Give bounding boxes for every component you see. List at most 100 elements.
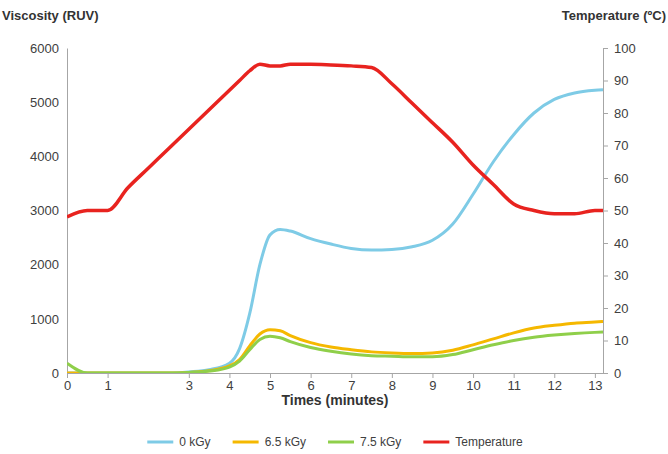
y-axis: 0 1000 2000 3000 4000 5000 6000 [30, 41, 67, 381]
tick-label: 0 [64, 378, 71, 393]
legend-swatch [147, 441, 173, 444]
series-line [67, 322, 603, 373]
x-axis: 01345678910111213 [64, 373, 604, 393]
tick: 5000 [30, 95, 67, 110]
tick: 10 [466, 373, 480, 393]
tick-label: 1 [104, 378, 111, 393]
legend-item: Temperature [423, 435, 523, 449]
tick: 60 [603, 171, 628, 186]
tick-mark [603, 373, 608, 374]
tick-label: 6000 [30, 41, 59, 56]
tick-mark [603, 243, 608, 244]
legend-swatch [328, 441, 354, 444]
tick-label: 4000 [30, 149, 59, 164]
tick-label: 5 [267, 378, 274, 393]
tick: 50 [603, 203, 628, 218]
tick: 20 [603, 301, 628, 316]
y2-axis-title: Temperature (ºC) [562, 8, 666, 23]
tick: 8 [389, 373, 396, 393]
series-line [67, 90, 603, 373]
legend-label: 0 kGy [179, 435, 210, 449]
y2-axis: 0 10 20 30 40 50 60 70 80 90 100 [603, 41, 636, 381]
tick: 7 [348, 373, 355, 393]
tick: 90 [603, 73, 628, 88]
tick-label: 30 [614, 268, 628, 283]
series-line [67, 64, 603, 217]
plot-area [67, 64, 603, 373]
tick-label: 2000 [30, 257, 59, 272]
tick-label: 10 [614, 333, 628, 348]
tick: 10 [603, 333, 628, 348]
tick-label: 6 [308, 378, 315, 393]
tick-mark [603, 178, 608, 179]
legend-item: 6.5 kGy [233, 435, 306, 449]
legend-item: 0 kGy [147, 435, 210, 449]
tick-label: 60 [614, 171, 628, 186]
tick: 80 [603, 106, 628, 121]
tick-mark [603, 276, 608, 277]
tick-label: 50 [614, 203, 628, 218]
tick: 30 [603, 268, 628, 283]
tick-label: 1000 [30, 311, 59, 326]
tick: 0 [64, 373, 71, 393]
tick-label: 11 [507, 378, 521, 393]
tick: 9 [429, 373, 436, 393]
tick-mark [603, 341, 608, 342]
y-axis-line [67, 49, 68, 374]
series-line [67, 332, 603, 373]
tick-mark [603, 113, 608, 114]
tick: 40 [603, 236, 628, 251]
tick-mark [603, 211, 608, 212]
tick-mark [603, 81, 608, 82]
tick-label: 40 [614, 236, 628, 251]
tick-label: 20 [614, 301, 628, 316]
legend-swatch [423, 441, 449, 444]
tick-label: 3000 [30, 203, 59, 218]
tick-label: 12 [548, 378, 562, 393]
tick-label: 13 [588, 378, 602, 393]
tick-label: 90 [614, 73, 628, 88]
legend-label: 6.5 kGy [265, 435, 306, 449]
tick: 1 [104, 373, 111, 393]
chart: 0134567891011121301000200030004000500060… [0, 0, 668, 454]
tick-label: 7 [348, 378, 355, 393]
legend-label: 7.5 kGy [360, 435, 401, 449]
tick-label: 3 [186, 378, 193, 393]
tick: 70 [603, 138, 628, 153]
tick: 5 [267, 373, 274, 393]
tick-mark [603, 48, 608, 49]
tick: 12 [548, 373, 562, 393]
legend-item: 7.5 kGy [328, 435, 401, 449]
tick: 0 [52, 366, 67, 381]
y-axis-title: Viscosity (RUV) [2, 8, 99, 23]
tick: 4000 [30, 149, 67, 164]
tick-label: 80 [614, 106, 628, 121]
x-axis-title: Times (minutes) [281, 392, 388, 408]
tick: 100 [603, 41, 636, 56]
tick-label: 0 [614, 366, 621, 381]
legend-swatch [233, 441, 259, 444]
tick-mark [603, 308, 608, 309]
tick-label: 9 [429, 378, 436, 393]
tick: 3000 [30, 203, 67, 218]
tick: 3 [186, 373, 193, 393]
tick-label: 4 [226, 378, 233, 393]
legend: 0 kGy 6.5 kGy 7.5 kGy Temperature [147, 435, 523, 449]
tick: 0 [603, 366, 621, 381]
tick-label: 100 [614, 41, 636, 56]
tick-label: 10 [466, 378, 480, 393]
tick: 2000 [30, 257, 67, 272]
tick-label: 8 [389, 378, 396, 393]
tick: 11 [507, 373, 521, 393]
tick-mark [603, 146, 608, 147]
tick-label: 70 [614, 138, 628, 153]
tick: 1000 [30, 311, 67, 326]
x-axis-line [68, 373, 604, 374]
tick-label: 5000 [30, 95, 59, 110]
tick: 13 [588, 373, 602, 393]
tick: 6 [308, 373, 315, 393]
tick: 6000 [30, 41, 67, 56]
legend-label: Temperature [455, 435, 523, 449]
tick: 4 [226, 373, 233, 393]
tick-label: 0 [52, 366, 59, 381]
